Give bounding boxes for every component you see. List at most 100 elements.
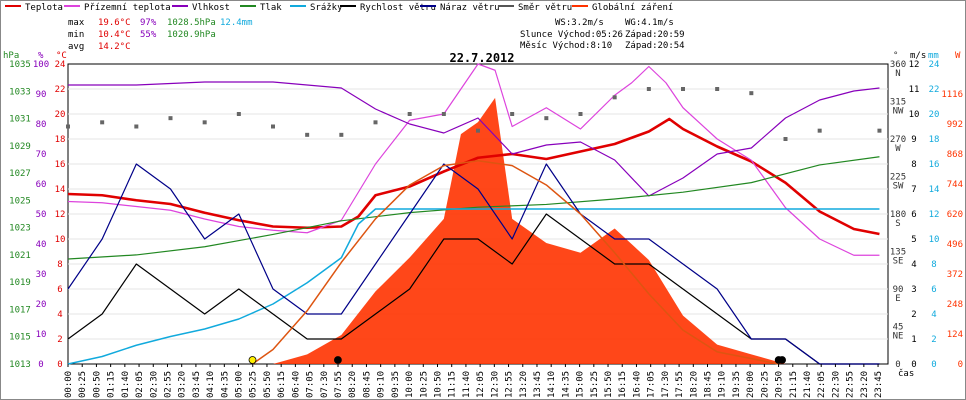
- legend-label: Srážky: [310, 3, 343, 13]
- avg-label: avg: [68, 42, 84, 52]
- tick-label-degc: 8: [57, 260, 62, 270]
- x-tick-label: 01:40: [121, 371, 131, 398]
- tick-label-w: 124: [947, 330, 963, 340]
- tick-label-hpa: 1015: [9, 333, 31, 343]
- x-tick-label: 22:05: [817, 371, 827, 398]
- x-tick-label: 16:40: [632, 371, 642, 398]
- tick-label-pct: 20: [36, 300, 47, 310]
- x-tick-label: 00:25: [78, 371, 88, 398]
- tick-label-ms: 12: [909, 60, 920, 70]
- tick-label-w: 744: [947, 180, 963, 190]
- max-hum: 97%: [140, 18, 157, 28]
- series-line-teplota: [67, 117, 880, 236]
- point-wind-direction: [783, 137, 788, 141]
- x-tick-label: 14:35: [561, 371, 571, 398]
- max-label: max: [68, 18, 85, 28]
- unit-pct: %: [38, 51, 44, 61]
- tick-label-ms: 1: [911, 335, 916, 345]
- legend-label: Teplota: [25, 3, 63, 13]
- legend: Teplota Přízemní teplota Vlhkost Tlak Srážky…: [5, 3, 673, 13]
- x-tick-label: 03:20: [178, 371, 188, 398]
- tick-label-dir-dir: S: [895, 219, 900, 229]
- tick-label-degc: 14: [55, 185, 66, 195]
- point-wind-direction: [715, 87, 720, 91]
- tick-label-mm: 0: [931, 360, 936, 370]
- tick-label-dir-dir: W: [895, 144, 901, 154]
- wind-speed-avg: WS:3.2m/s: [555, 18, 604, 28]
- x-tick-label: 08:20: [348, 371, 358, 398]
- tick-label-degc: 0: [57, 360, 62, 370]
- x-tick-label: 20:50: [775, 371, 785, 398]
- point-wind-direction: [271, 124, 275, 129]
- min-temp: 10.4°C: [98, 30, 131, 40]
- x-tick-label: 23:45: [874, 371, 884, 398]
- unit-w: W: [955, 51, 961, 61]
- tick-label-pct: 30: [36, 270, 47, 280]
- series-line-náraz-větru: [67, 163, 880, 365]
- x-tick-label: 21:40: [803, 371, 813, 398]
- tick-label-dir: 135: [890, 248, 906, 258]
- x-tick-label: 13:45: [533, 371, 543, 398]
- tick-label-hpa: 1035: [9, 60, 31, 70]
- point-wind-direction: [612, 95, 617, 100]
- x-tick-label: 04:10: [206, 371, 216, 398]
- tick-label-mm: 8: [931, 260, 936, 270]
- tick-label-dir: 180: [890, 210, 906, 220]
- sunrise: Slunce Východ:05:26: [520, 30, 623, 40]
- tick-label-w: 868: [947, 150, 963, 160]
- tick-label-degc: 6: [57, 285, 62, 295]
- tick-label-mm: 22: [929, 85, 940, 95]
- chart-marks: [66, 63, 882, 365]
- x-tick-label: 09:10: [377, 371, 387, 398]
- tick-label-w: 496: [947, 240, 963, 250]
- tick-label-dir: 90: [893, 285, 904, 295]
- tick-label-mm: 4: [931, 310, 936, 320]
- tick-label-mm: 12: [929, 210, 940, 220]
- point-wind-direction: [476, 128, 480, 133]
- x-tick-label: 15:50: [604, 371, 614, 398]
- tick-label-hpa: 1019: [9, 278, 31, 288]
- tick-label-dir-dir: SW: [893, 182, 904, 192]
- unit-hpa: hPa: [3, 51, 19, 61]
- max-press: 1028.5hPa: [167, 18, 216, 28]
- x-tick-label: 05:00: [235, 371, 245, 398]
- tick-label-pct: 0: [38, 360, 43, 370]
- tick-label-degc: 12: [55, 210, 66, 220]
- tick-label-hpa: 1029: [9, 142, 31, 152]
- x-tick-label: 18:20: [689, 371, 699, 398]
- legend-label: Globální záření: [592, 3, 673, 13]
- tick-label-hpa: 1017: [9, 305, 31, 315]
- tick-label-pct: 90: [36, 90, 47, 100]
- x-tick-label: 17:30: [661, 371, 671, 398]
- x-tick-label: 02:30: [149, 371, 159, 398]
- tick-label-pct: 70: [36, 150, 47, 160]
- point-wind-direction: [681, 87, 685, 91]
- sunset: Západ:20:59: [625, 30, 685, 40]
- x-tick-label: 10:50: [433, 371, 443, 398]
- tick-label-ms: 5: [911, 235, 916, 245]
- legend-label: Směr větru: [518, 3, 572, 13]
- tick-label-w: 0: [958, 360, 963, 370]
- tick-label-degc: 16: [55, 160, 66, 170]
- point-wind-direction: [441, 112, 446, 116]
- legend-label: Rychlost větru: [360, 3, 436, 13]
- x-tick-label: 15:25: [590, 371, 600, 398]
- point-wind-direction: [373, 120, 378, 125]
- point-wind-direction: [510, 112, 515, 116]
- legend-label: Náraz větru: [440, 3, 500, 13]
- tick-label-ms: 8: [911, 160, 916, 170]
- tick-label-dir: 45: [893, 323, 904, 333]
- x-tick-label: 16:15: [618, 371, 628, 398]
- tick-label-dir: 270: [890, 135, 906, 145]
- sun-marker: [778, 356, 786, 364]
- series-line-globální-záření-max: [252, 160, 779, 365]
- tick-label-dir-dir: NW: [893, 107, 904, 117]
- point-wind-direction: [817, 128, 822, 133]
- tick-label-mm: 18: [929, 135, 940, 145]
- tick-label-pct: 10: [36, 330, 47, 340]
- tick-label-pct: 50: [36, 210, 47, 220]
- avg-temp: 14.2°C: [98, 42, 131, 52]
- x-tick-label: 00:00: [64, 371, 74, 398]
- x-tick-label: 22:30: [831, 371, 841, 398]
